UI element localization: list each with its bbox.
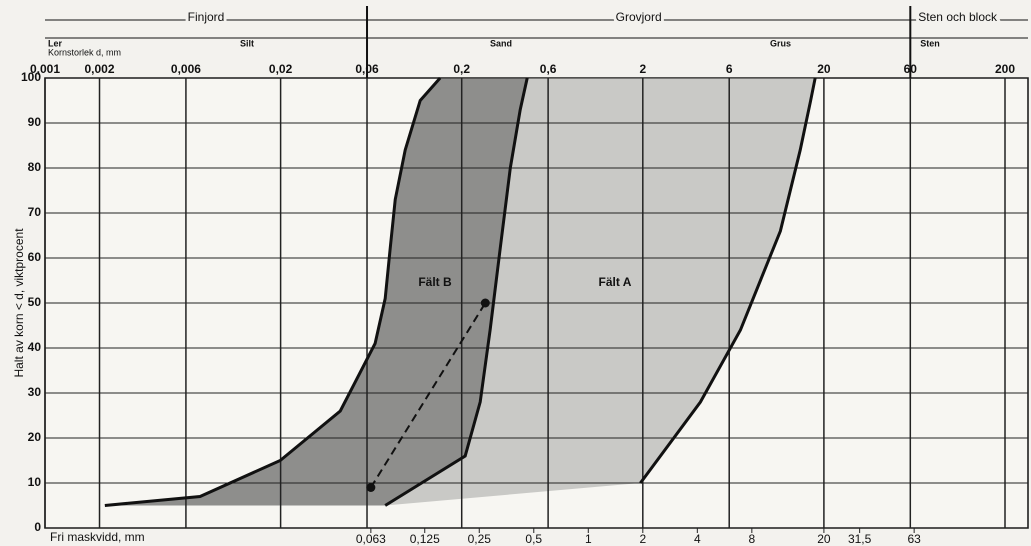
sieve-label: Fri maskvidd, mm xyxy=(50,530,145,544)
x-tick-label: 0,02 xyxy=(269,62,293,76)
x-tick-label: 0,001 xyxy=(30,62,60,76)
x-tick-label: 6 xyxy=(726,62,733,76)
y-tick-label: 60 xyxy=(28,250,42,264)
boundary-curve xyxy=(104,77,442,507)
y-tick-label: 20 xyxy=(28,430,42,444)
field-label: Fält B xyxy=(418,275,452,289)
field-b-region xyxy=(104,78,528,506)
sieve-tick-label: 0,25 xyxy=(468,532,492,546)
x-tick-label: 0,002 xyxy=(84,62,114,76)
x-tick-label: 0,2 xyxy=(453,62,470,76)
y-tick-label: 40 xyxy=(28,340,42,354)
sieve-tick-label: 8 xyxy=(748,532,755,546)
sieve-tick-label: 2 xyxy=(639,532,646,546)
x-tick-label: 0,006 xyxy=(171,62,201,76)
y-tick-label: 70 xyxy=(28,205,42,219)
x-tick-label: 2 xyxy=(639,62,646,76)
boundary-curve xyxy=(384,77,529,507)
dashed-link xyxy=(370,302,487,489)
y-axis-label: Halt av korn < d, viktprocent xyxy=(12,228,26,378)
y-tick-label: 80 xyxy=(28,160,42,174)
x-tick-label: 0,6 xyxy=(540,62,557,76)
field-label: Fält A xyxy=(599,275,632,289)
point xyxy=(366,483,376,492)
y-tick-label: 0 xyxy=(34,520,41,534)
y-tick-label: 50 xyxy=(28,295,42,309)
point xyxy=(480,298,490,308)
y-tick-label: 90 xyxy=(28,115,42,129)
sieve-tick-label: 0,125 xyxy=(410,532,440,546)
y-tick-label: 30 xyxy=(28,385,42,399)
x-tick-label: 20 xyxy=(817,62,831,76)
y-tick-label: 10 xyxy=(28,475,42,489)
y-tick-label: 100 xyxy=(21,70,41,84)
sieve-tick-label: 63 xyxy=(907,532,921,546)
header-fraction: Sten xyxy=(920,38,940,48)
field-a-region xyxy=(385,78,816,506)
header-fraction: Ler xyxy=(48,38,63,48)
header-fraction: Sand xyxy=(490,38,512,48)
header-fraction: Grus xyxy=(770,38,791,48)
header-fraction: Silt xyxy=(240,38,254,48)
sieve-tick-label: 0,063 xyxy=(356,532,386,546)
boundary-curve xyxy=(639,77,817,484)
sieve-tick-label: 0,5 xyxy=(525,532,542,546)
sieve-tick-label: 4 xyxy=(694,532,701,546)
sieve-tick-label: 31,5 xyxy=(848,532,872,546)
header-division: Grovjord xyxy=(616,10,662,24)
x-tick-label: 200 xyxy=(995,62,1015,76)
sieve-tick-label: 20 xyxy=(817,532,831,546)
header-division: Finjord xyxy=(188,10,225,24)
size-label: Kornstorlek d, mm xyxy=(48,47,121,57)
header-division: Sten och block xyxy=(918,10,998,24)
sieve-tick-label: 1 xyxy=(585,532,592,546)
